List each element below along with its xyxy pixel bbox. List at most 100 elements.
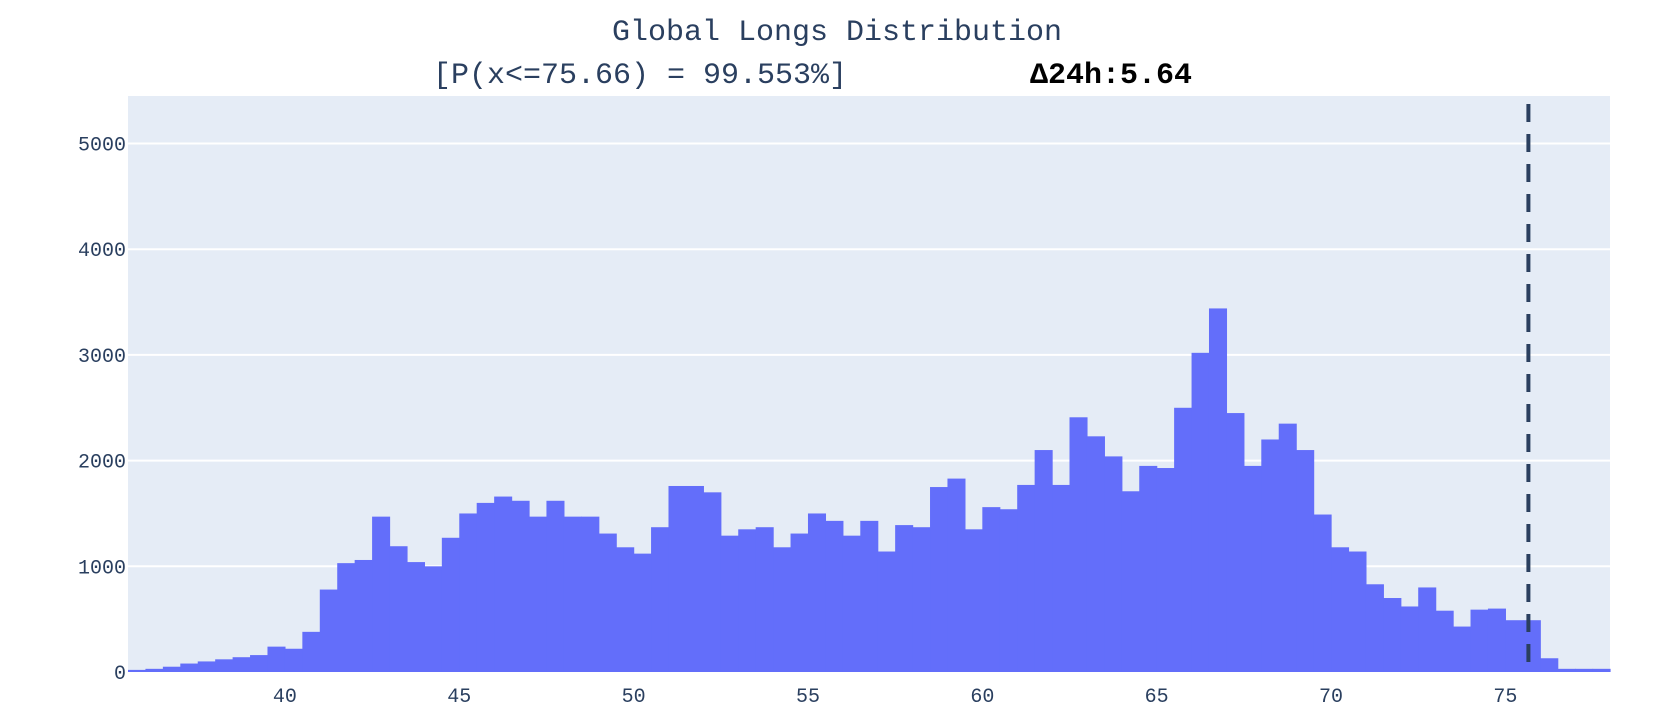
bar-61 bbox=[1191, 352, 1210, 672]
bar-58 bbox=[1139, 465, 1158, 672]
bar-25 bbox=[563, 516, 582, 672]
bar-3 bbox=[180, 663, 199, 672]
bar-47 bbox=[947, 478, 966, 672]
x-tick-label-40: 40 bbox=[273, 686, 297, 709]
bar-66 bbox=[1278, 423, 1297, 672]
bar-68 bbox=[1313, 514, 1332, 672]
bar-28 bbox=[616, 547, 635, 672]
bar-74 bbox=[1418, 587, 1437, 672]
bar-6 bbox=[232, 657, 251, 672]
bar-8 bbox=[267, 646, 286, 672]
bar-41 bbox=[842, 535, 861, 672]
bar-24 bbox=[546, 500, 565, 672]
bar-81 bbox=[1540, 658, 1559, 672]
bar-73 bbox=[1400, 606, 1419, 672]
bar-34 bbox=[720, 535, 739, 672]
y-axis-ticks: 0 1000 2000 3000 4000 5000 bbox=[78, 135, 126, 686]
bar-18 bbox=[441, 537, 460, 672]
y-tick-label-2000: 2000 bbox=[78, 452, 126, 475]
bar-21 bbox=[494, 496, 513, 672]
bar-59 bbox=[1156, 468, 1175, 672]
bar-29 bbox=[633, 553, 652, 672]
bar-77 bbox=[1470, 609, 1489, 672]
y-tick-label-1000: 1000 bbox=[78, 557, 126, 580]
bar-65 bbox=[1261, 439, 1280, 672]
bar-15 bbox=[389, 546, 408, 672]
bar-16 bbox=[406, 562, 425, 672]
bar-56 bbox=[1104, 456, 1123, 672]
bar-48 bbox=[964, 529, 983, 672]
bar-69 bbox=[1331, 547, 1350, 672]
bar-64 bbox=[1243, 465, 1262, 672]
bars bbox=[128, 308, 1611, 672]
bar-43 bbox=[877, 551, 896, 672]
x-tick-label-75: 75 bbox=[1493, 686, 1517, 709]
x-tick-label-70: 70 bbox=[1319, 686, 1343, 709]
bar-10 bbox=[302, 631, 321, 672]
bar-70 bbox=[1348, 551, 1367, 672]
bar-0 bbox=[128, 669, 147, 672]
bar-71 bbox=[1365, 584, 1384, 672]
chart-subtitle: [P(x<=75.66) = 99.553%] bbox=[433, 59, 847, 93]
bar-36 bbox=[755, 527, 774, 672]
bar-5 bbox=[215, 659, 234, 672]
bar-9 bbox=[284, 648, 303, 672]
bar-52 bbox=[1034, 450, 1053, 672]
x-tick-label-45: 45 bbox=[447, 686, 471, 709]
bar-20 bbox=[476, 502, 495, 672]
bar-30 bbox=[651, 527, 670, 672]
bar-13 bbox=[354, 559, 373, 672]
bar-84 bbox=[1592, 668, 1611, 672]
bar-14 bbox=[372, 516, 391, 672]
bar-33 bbox=[703, 492, 722, 672]
bar-35 bbox=[738, 529, 757, 672]
y-tick-label-5000: 5000 bbox=[78, 135, 126, 158]
bar-80 bbox=[1522, 620, 1541, 672]
y-tick-label-4000: 4000 bbox=[78, 240, 126, 263]
bar-51 bbox=[1017, 484, 1036, 672]
bar-76 bbox=[1453, 626, 1472, 672]
bar-75 bbox=[1435, 610, 1454, 672]
bar-23 bbox=[529, 516, 548, 672]
bar-83 bbox=[1575, 668, 1594, 672]
bar-50 bbox=[999, 509, 1018, 672]
bar-37 bbox=[773, 547, 792, 672]
bar-2 bbox=[162, 666, 181, 672]
bar-11 bbox=[319, 589, 338, 672]
chart-title: Global Longs Distribution bbox=[612, 16, 1062, 50]
bar-40 bbox=[825, 520, 844, 672]
bar-22 bbox=[511, 500, 530, 672]
bar-31 bbox=[668, 485, 687, 672]
bar-67 bbox=[1296, 450, 1315, 672]
bar-45 bbox=[912, 527, 931, 672]
y-tick-label-0: 0 bbox=[114, 663, 126, 686]
bar-1 bbox=[145, 668, 164, 672]
bar-32 bbox=[685, 485, 704, 672]
bar-4 bbox=[197, 661, 216, 672]
bar-57 bbox=[1121, 491, 1140, 672]
bar-60 bbox=[1174, 407, 1193, 672]
bar-54 bbox=[1069, 417, 1088, 672]
bar-12 bbox=[337, 563, 356, 672]
bar-55 bbox=[1086, 436, 1105, 672]
x-tick-label-65: 65 bbox=[1145, 686, 1169, 709]
bar-78 bbox=[1487, 608, 1506, 672]
bar-27 bbox=[598, 533, 617, 672]
bar-82 bbox=[1557, 668, 1576, 672]
bar-63 bbox=[1226, 413, 1245, 672]
bar-44 bbox=[895, 525, 914, 672]
bar-62 bbox=[1208, 308, 1228, 672]
bar-19 bbox=[459, 513, 478, 672]
x-tick-label-60: 60 bbox=[970, 686, 994, 709]
bar-39 bbox=[807, 513, 827, 672]
bar-79 bbox=[1505, 620, 1524, 672]
x-tick-label-55: 55 bbox=[796, 686, 820, 709]
bar-42 bbox=[860, 520, 879, 672]
bar-53 bbox=[1052, 484, 1071, 672]
bar-72 bbox=[1383, 598, 1402, 672]
bar-46 bbox=[930, 487, 949, 672]
x-tick-label-50: 50 bbox=[622, 686, 646, 709]
x-axis-ticks: 40 45 50 55 60 65 70 75 bbox=[273, 686, 1517, 709]
bar-7 bbox=[250, 655, 269, 672]
